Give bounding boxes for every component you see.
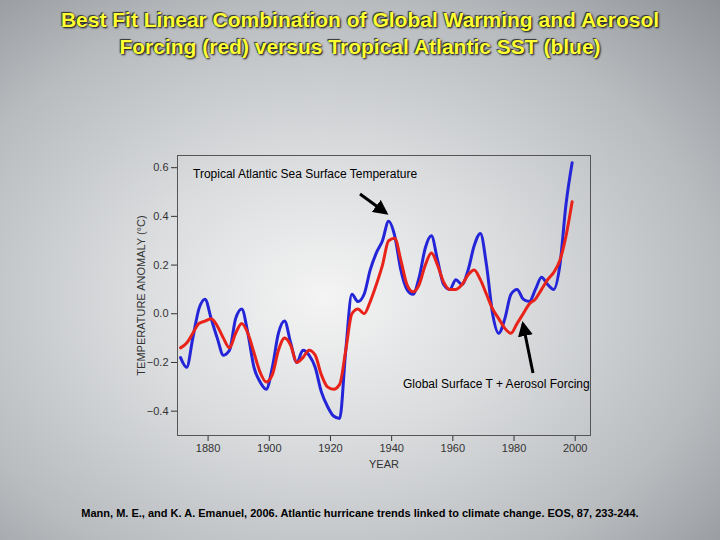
svg-text:0.6: 0.6 bbox=[153, 161, 168, 173]
svg-text:1920: 1920 bbox=[318, 442, 342, 454]
svg-text:1960: 1960 bbox=[441, 442, 465, 454]
svg-text:0.4: 0.4 bbox=[153, 210, 168, 222]
svg-text:YEAR: YEAR bbox=[369, 458, 399, 470]
svg-text:1900: 1900 bbox=[257, 442, 281, 454]
svg-text:0.0: 0.0 bbox=[153, 307, 168, 319]
svg-text:0.2: 0.2 bbox=[153, 259, 168, 271]
svg-text:2000: 2000 bbox=[563, 442, 587, 454]
svg-text:1980: 1980 bbox=[502, 442, 526, 454]
svg-text:−0.2: −0.2 bbox=[147, 356, 169, 368]
html-text:Tropical Atlantic Sea Surface: Tropical Atlantic Sea Surface Temperatur… bbox=[193, 167, 418, 181]
svg-text:−0.4: −0.4 bbox=[147, 405, 169, 417]
html-text:Global Surface T + Aerosol For: Global Surface T + Aerosol Forcing bbox=[403, 377, 590, 391]
svg-text:1880: 1880 bbox=[196, 442, 220, 454]
svg-text:1940: 1940 bbox=[379, 442, 403, 454]
html-text:Best Fit Linear Combination of: Best Fit Linear Combination of Global Wa… bbox=[60, 8, 660, 58]
svg-text:TEMPERATURE ANOMALY (°C): TEMPERATURE ANOMALY (°C) bbox=[135, 215, 147, 375]
html-text:Mann, M. E., and K. A. Emanuel: Mann, M. E., and K. A. Emanuel, 2006. At… bbox=[81, 507, 639, 519]
